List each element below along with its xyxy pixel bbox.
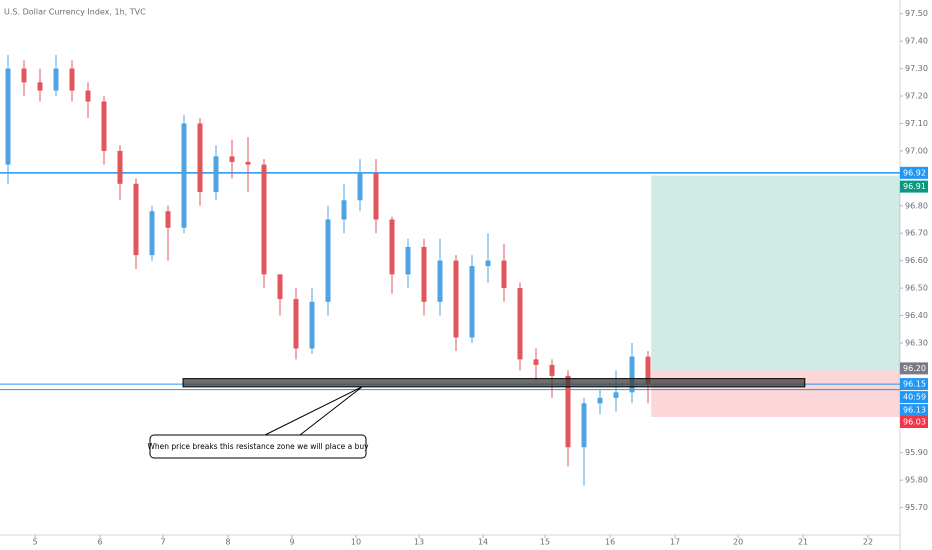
candle-body xyxy=(645,356,651,385)
price-label: 96.91 xyxy=(903,182,926,191)
y-tick-label: 96.50 xyxy=(905,284,928,293)
y-tick-label: 96.40 xyxy=(905,311,928,320)
y-tick-label: 96.60 xyxy=(905,256,928,265)
x-tick-label: 9 xyxy=(289,538,294,547)
candle-body xyxy=(325,219,331,302)
candle-body xyxy=(21,68,27,83)
y-tick-label: 96.30 xyxy=(905,338,928,347)
candle-body xyxy=(565,375,571,448)
y-tick-label: 97.00 xyxy=(905,146,928,155)
price-label-bg xyxy=(900,166,928,179)
candle-body xyxy=(133,183,139,256)
price-label: 96.15 xyxy=(903,380,926,389)
price-label: 96.03 xyxy=(903,418,926,427)
candle-body xyxy=(581,403,587,448)
price-label-bg xyxy=(900,416,928,429)
candle-body xyxy=(277,274,283,300)
candle-body xyxy=(517,288,523,360)
candle-body xyxy=(213,156,219,193)
candle-body xyxy=(293,299,299,349)
candle-body xyxy=(501,260,507,289)
x-tick-label: 14 xyxy=(478,538,488,547)
countdown-bg xyxy=(900,391,928,404)
candle-body xyxy=(149,211,155,256)
candle-body xyxy=(357,172,363,201)
price-label-bg xyxy=(900,362,928,375)
price-label-bg xyxy=(900,180,928,193)
candle-body xyxy=(453,260,459,338)
x-tick-label: 7 xyxy=(160,538,165,547)
x-tick-label: 8 xyxy=(225,538,230,547)
x-tick-label: 16 xyxy=(605,538,615,547)
price-label: 96.20 xyxy=(903,364,926,373)
candle-body xyxy=(597,397,603,404)
x-tick-label: 21 xyxy=(798,538,808,547)
candle-body xyxy=(69,68,75,91)
callout-pointer xyxy=(264,386,363,436)
x-tick-label: 6 xyxy=(97,538,102,547)
candle-body xyxy=(309,301,315,349)
candle-body xyxy=(405,246,411,275)
countdown: 40:59 xyxy=(903,393,926,402)
y-tick-label: 95.90 xyxy=(905,448,928,457)
y-tick-label: 97.20 xyxy=(905,92,928,101)
candle-body xyxy=(165,211,171,228)
candle-body xyxy=(117,150,123,184)
candle-body xyxy=(485,260,491,267)
loss-zone xyxy=(651,370,900,418)
y-tick-label: 97.40 xyxy=(905,37,928,46)
candle-body xyxy=(53,68,59,91)
y-tick-label: 95.80 xyxy=(905,476,928,485)
candle-body xyxy=(613,392,619,398)
candle-body xyxy=(197,123,203,193)
price-label: 96.92 xyxy=(903,168,926,177)
candle-body xyxy=(389,219,395,275)
y-tick-label: 97.10 xyxy=(905,119,928,128)
candle-body xyxy=(549,364,555,376)
y-tick-label: 96.70 xyxy=(905,229,928,238)
candle-body xyxy=(229,156,235,162)
price-label: 96.13 xyxy=(903,406,926,415)
candle-body xyxy=(261,164,267,275)
y-tick-label: 95.70 xyxy=(905,503,928,512)
candle-body xyxy=(181,123,187,228)
callout-box xyxy=(149,434,367,459)
resistance-zone xyxy=(182,378,806,388)
x-tick-label: 22 xyxy=(863,538,873,547)
y-tick-label: 97.30 xyxy=(905,64,928,73)
candle-body xyxy=(85,90,91,102)
candle-body xyxy=(533,359,539,365)
profit-zone xyxy=(651,175,900,371)
candle-body xyxy=(629,356,635,393)
candle-body xyxy=(101,101,107,151)
candle-body xyxy=(341,200,347,220)
candle-body xyxy=(437,260,443,302)
candle-body xyxy=(37,82,43,91)
y-tick-label: 97.50 xyxy=(905,9,928,18)
x-tick-label: 15 xyxy=(540,538,550,547)
x-tick-label: 17 xyxy=(670,538,680,547)
y-tick-label: 96.80 xyxy=(905,201,928,210)
x-tick-label: 5 xyxy=(32,538,37,547)
x-tick-label: 13 xyxy=(414,538,424,547)
callout-text: When price breaks this resistance zone w… xyxy=(147,442,369,451)
candle-body xyxy=(373,172,379,220)
candle-body xyxy=(245,161,251,165)
x-tick-label: 10 xyxy=(351,538,361,547)
x-tick-label: 20 xyxy=(733,538,743,547)
candle-body xyxy=(5,68,11,165)
chart-title: U.S. Dollar Currency Index, 1h, TVC xyxy=(4,8,146,17)
candle-body xyxy=(421,246,427,302)
price-label-bg xyxy=(900,404,928,417)
candle-body xyxy=(469,266,475,338)
price-label-bg xyxy=(900,378,928,391)
